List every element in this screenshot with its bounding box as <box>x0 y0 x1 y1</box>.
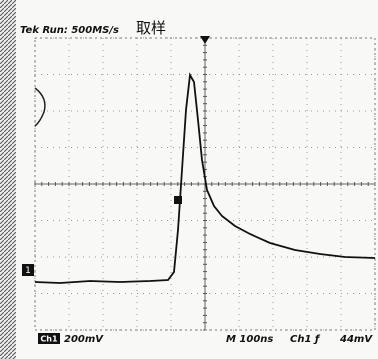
trigger-level-marker <box>174 196 182 204</box>
mode-text: 取样 <box>136 19 166 37</box>
page: 1 Tek Run: 500MS/s 取样 Ch1 200mV M 100ns … <box>0 0 378 359</box>
timebase: M 100ns <box>226 334 273 345</box>
ground-label: 1 <box>25 266 31 276</box>
background <box>0 0 378 359</box>
left-border <box>0 0 16 359</box>
oscilloscope-screen: 1 Tek Run: 500MS/s 取样 Ch1 200mV M 100ns … <box>0 0 378 359</box>
trigger-source: Ch1 ƒ <box>290 334 321 345</box>
trigger-level: 44mV <box>339 334 373 345</box>
channel-label: Ch1 <box>40 335 58 344</box>
status-text: Tek Run: 500MS/s <box>20 25 119 36</box>
volt-scale: 200mV <box>64 334 104 345</box>
